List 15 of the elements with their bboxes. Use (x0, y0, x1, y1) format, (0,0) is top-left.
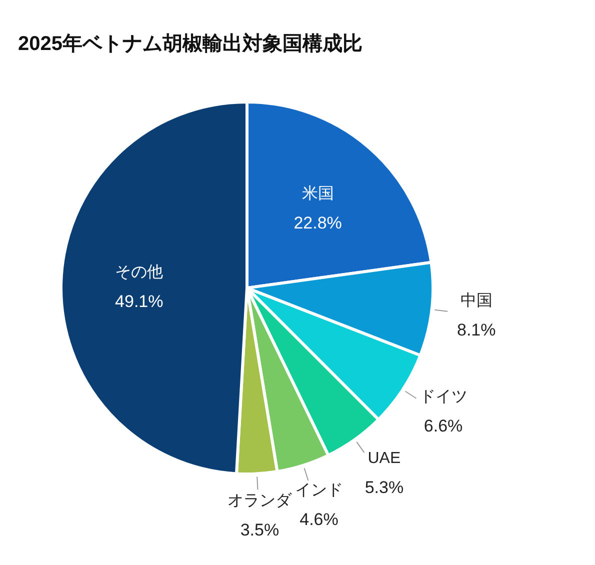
chart-title: 2025年ベトナム胡椒輸出対象国構成比 (18, 32, 362, 55)
data-label: 6.6% (424, 416, 463, 436)
slice-label: 中国 (460, 291, 492, 310)
data-label: 49.1% (115, 292, 164, 311)
data-label: 8.1% (456, 320, 496, 340)
slice-label: オランダ (228, 492, 293, 510)
slice-label: その他 (115, 264, 164, 281)
data-label: 22.8% (294, 214, 342, 233)
data-label: 3.5% (240, 520, 280, 540)
slice-label: インド (295, 482, 344, 500)
data-label: 5.3% (364, 478, 404, 497)
slice-label: UAE (368, 450, 401, 467)
data-label: 4.6% (300, 510, 338, 530)
slice-label: ドイツ (419, 388, 468, 406)
slice-label: 米国 (302, 184, 334, 203)
